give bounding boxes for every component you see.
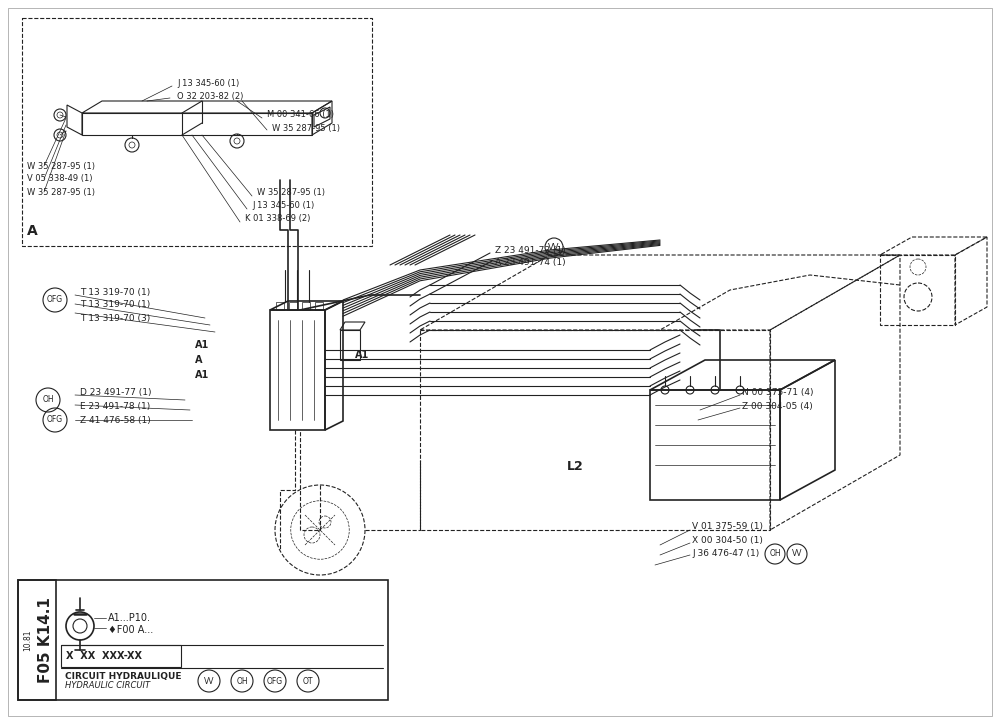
Text: N 00 375-71 (4): N 00 375-71 (4) <box>742 387 814 397</box>
Text: X 00 304-50 (1): X 00 304-50 (1) <box>692 536 763 545</box>
Text: VV: VV <box>548 243 560 251</box>
Text: A: A <box>27 224 38 238</box>
Text: A1: A1 <box>195 340 209 350</box>
Text: CIRCUIT HYDRAULIQUE: CIRCUIT HYDRAULIQUE <box>65 671 182 681</box>
Text: W 35 287-95 (1): W 35 287-95 (1) <box>27 161 95 170</box>
Text: E 23 491-78 (1): E 23 491-78 (1) <box>80 402 150 411</box>
Text: O 32 203-82 (2): O 32 203-82 (2) <box>177 91 243 101</box>
Text: OFG: OFG <box>267 676 283 686</box>
Text: L2: L2 <box>567 460 584 473</box>
Text: HYDRAULIC CIRCUIT: HYDRAULIC CIRCUIT <box>65 681 150 691</box>
Text: W 35 287-95 (1): W 35 287-95 (1) <box>257 188 325 198</box>
Text: A: A <box>195 355 202 365</box>
Text: T 13 319-70 (1): T 13 319-70 (1) <box>80 300 150 309</box>
Text: OH: OH <box>769 550 781 558</box>
Text: Z 41 476-58 (1): Z 41 476-58 (1) <box>80 416 151 424</box>
Text: OH: OH <box>236 676 248 686</box>
Text: Z 00 304-05 (4): Z 00 304-05 (4) <box>742 403 813 411</box>
Text: K 01 338-69 (2): K 01 338-69 (2) <box>245 214 310 224</box>
Text: VV: VV <box>792 550 802 558</box>
Text: T 13 319-70 (3): T 13 319-70 (3) <box>80 313 150 322</box>
Text: ♦F00 A...: ♦F00 A... <box>108 625 153 635</box>
Text: OH: OH <box>42 395 54 405</box>
Text: A1: A1 <box>355 350 369 360</box>
Text: W 35 287-95 (1): W 35 287-95 (1) <box>27 188 95 196</box>
Text: M 00 341-66 (1): M 00 341-66 (1) <box>267 111 334 119</box>
Text: 10.81: 10.81 <box>24 629 32 651</box>
Text: J 36 476-47 (1): J 36 476-47 (1) <box>692 550 759 558</box>
Text: W 35 287-95 (1): W 35 287-95 (1) <box>272 124 340 132</box>
Text: A1...P10.: A1...P10. <box>108 613 151 623</box>
Text: J 13 345-60 (1): J 13 345-60 (1) <box>177 78 239 88</box>
Text: D 23 491-77 (1): D 23 491-77 (1) <box>80 387 152 397</box>
Text: F05 K14.1: F05 K14.1 <box>38 597 54 683</box>
Text: V 05 338-49 (1): V 05 338-49 (1) <box>27 174 92 183</box>
Text: X  XX  XXX-XX: X XX XXX-XX <box>66 651 142 661</box>
Text: A 23 491-74 (1): A 23 491-74 (1) <box>495 258 566 267</box>
Text: A1: A1 <box>195 370 209 380</box>
Text: VV: VV <box>204 676 214 686</box>
Text: V 01 375-59 (1): V 01 375-59 (1) <box>692 523 763 531</box>
Text: OFG: OFG <box>47 416 63 424</box>
Text: J 13 345-60 (1): J 13 345-60 (1) <box>252 201 314 211</box>
Text: OT: OT <box>303 676 313 686</box>
Text: OFG: OFG <box>47 295 63 305</box>
Text: Z 23 491-73 (1): Z 23 491-73 (1) <box>495 245 566 255</box>
Text: T 13 319-70 (1): T 13 319-70 (1) <box>80 287 150 297</box>
